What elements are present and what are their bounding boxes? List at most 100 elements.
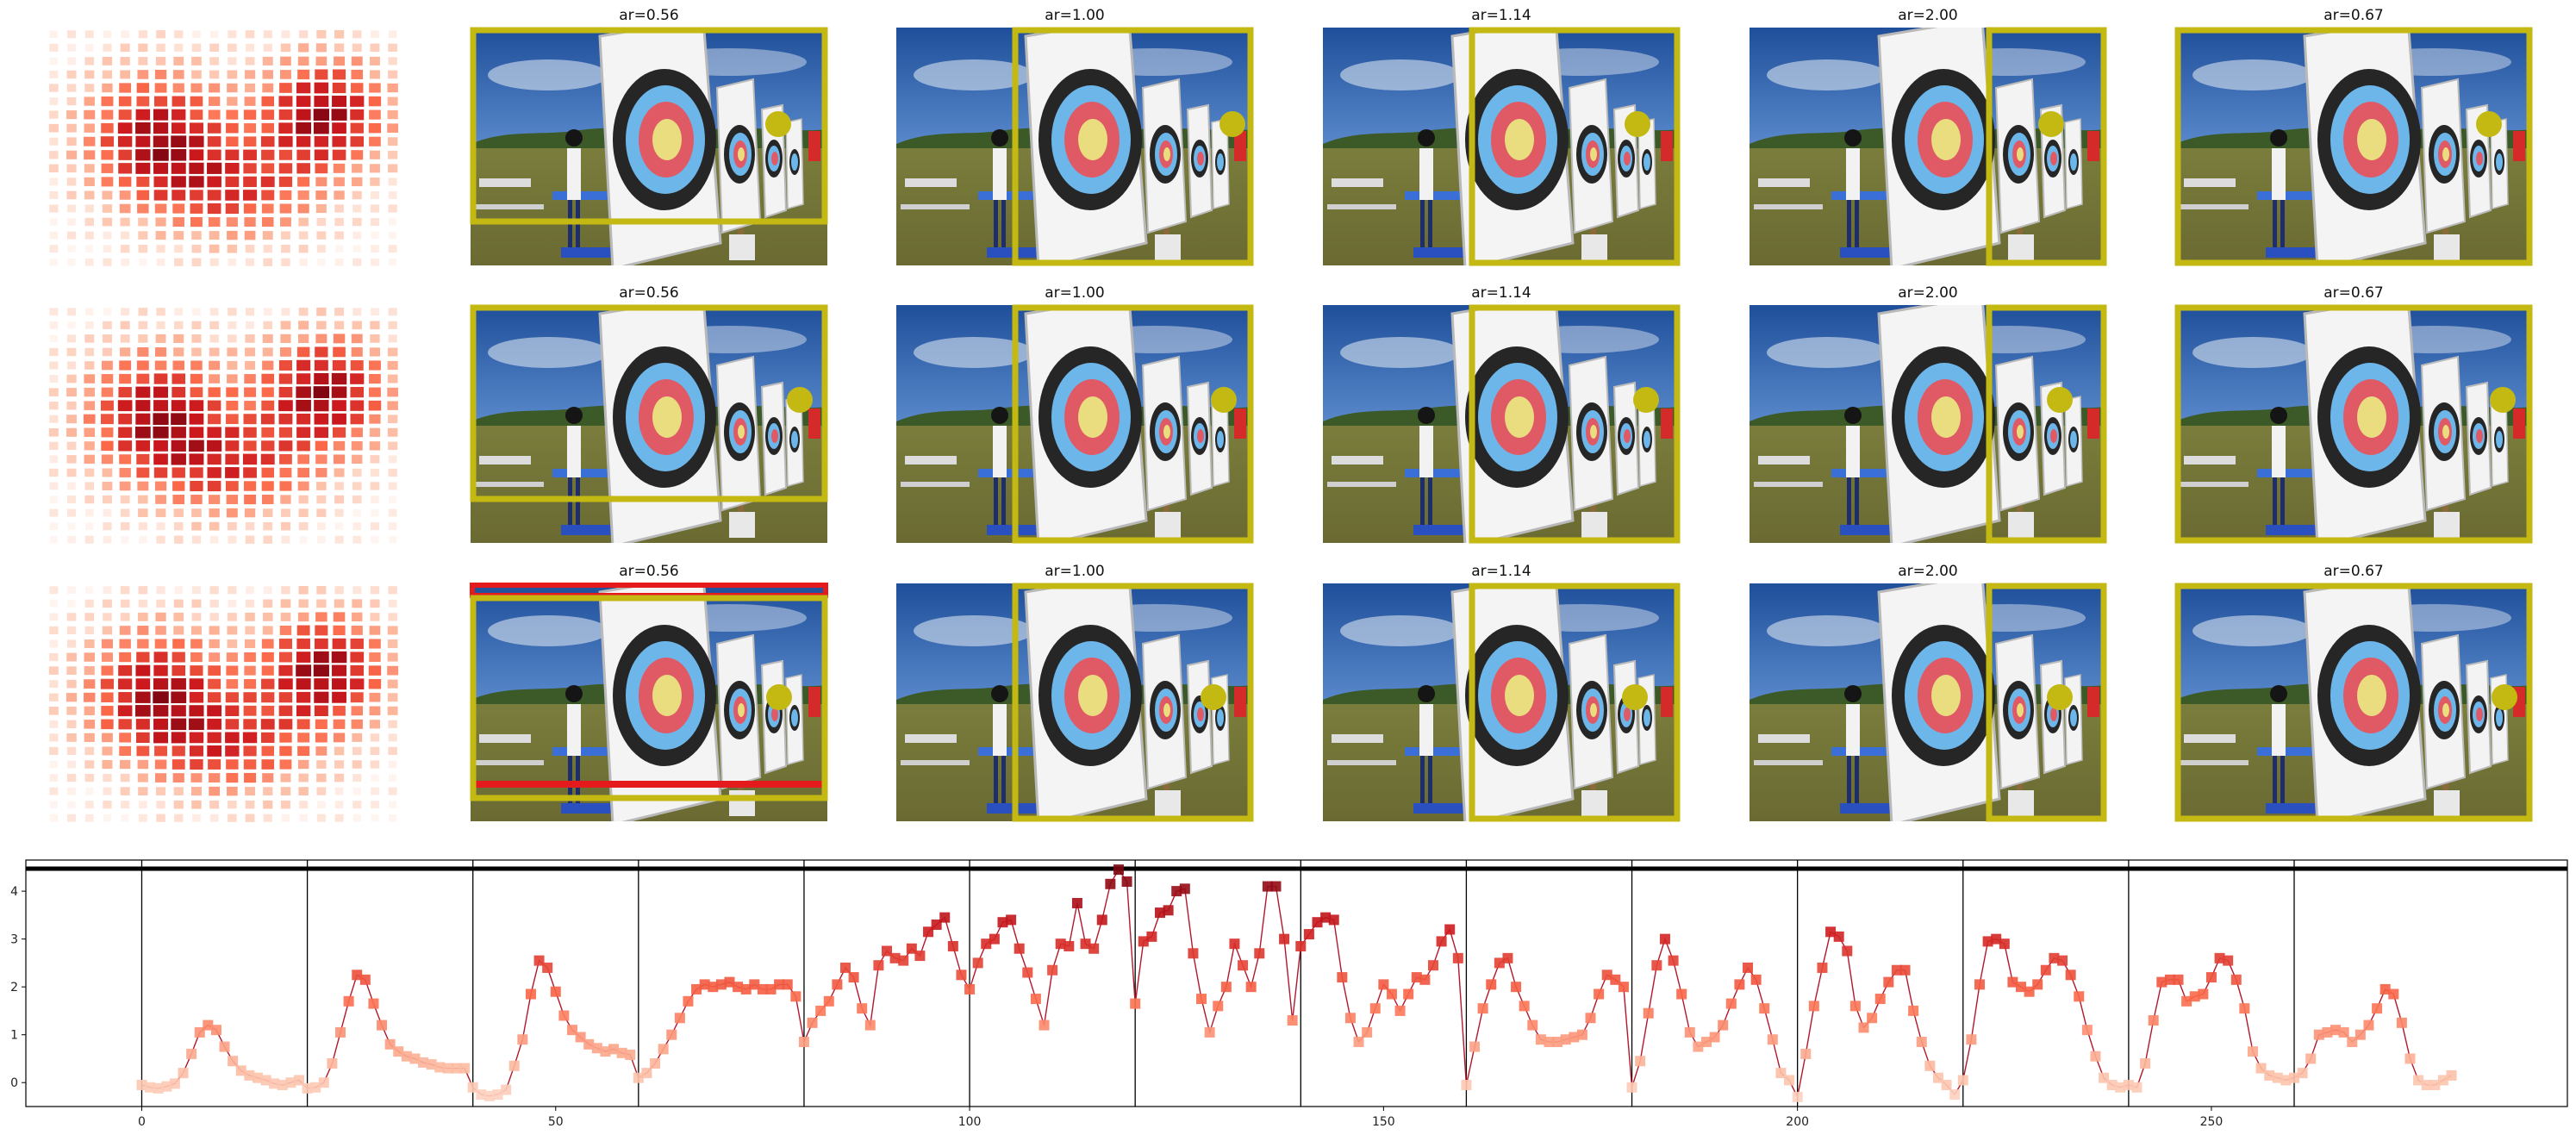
data-point xyxy=(1022,967,1033,978)
data-point xyxy=(625,1050,636,1061)
heatmap-cell xyxy=(280,612,291,621)
data-point xyxy=(848,972,859,983)
heatmap-cell xyxy=(84,123,95,133)
heatmap-cell xyxy=(260,176,275,188)
data-point xyxy=(1238,960,1249,971)
heatmap-cell xyxy=(172,386,186,398)
heatmap-cell xyxy=(333,733,346,743)
heatmap-cell xyxy=(84,231,94,240)
heatmap-cell xyxy=(135,386,151,398)
heatmap-cell xyxy=(66,455,77,464)
data-point xyxy=(2446,1069,2457,1081)
heatmap-cell xyxy=(84,361,95,370)
heatmap-cell xyxy=(172,70,184,79)
heatmap-cell xyxy=(172,190,186,201)
heatmap-cell xyxy=(388,482,397,490)
heatmap-cell xyxy=(138,321,148,329)
data-point xyxy=(923,926,934,938)
heatmap-cell xyxy=(84,97,95,106)
heatmap-cell xyxy=(225,162,240,174)
data-point xyxy=(1659,933,1670,945)
heatmap-cell xyxy=(137,759,149,770)
heatmap-cell xyxy=(263,308,272,316)
archery-photo xyxy=(1323,19,1680,269)
photo-panel: ar=1.14 xyxy=(1323,563,1680,825)
heatmap-cell xyxy=(262,612,273,621)
data-point xyxy=(2140,1058,2151,1069)
heatmap-cell xyxy=(153,373,168,384)
heatmap-cell xyxy=(333,440,346,451)
data-point xyxy=(2239,1003,2250,1014)
heatmap-cell xyxy=(156,245,165,253)
heatmap-cell xyxy=(389,218,397,226)
heatmap-cell xyxy=(207,440,222,452)
heatmap-cell xyxy=(332,82,346,94)
heatmap-cell xyxy=(228,258,237,266)
heatmap-cell xyxy=(388,733,397,742)
heatmap-cell xyxy=(171,413,187,426)
heatmap-cell xyxy=(136,745,150,757)
heatmap-cell xyxy=(173,800,184,809)
data-point xyxy=(1684,1026,1695,1038)
heatmap-cell xyxy=(101,150,114,160)
heatmap-cell xyxy=(278,639,292,649)
heatmap-cell xyxy=(190,480,203,492)
heatmap-cell xyxy=(154,360,167,371)
heatmap-cell xyxy=(226,508,238,518)
heatmap-cell xyxy=(227,360,238,371)
heatmap-cell xyxy=(278,440,293,452)
heatmap-cell xyxy=(84,613,95,621)
data-point xyxy=(2032,979,2043,990)
heatmap-cell xyxy=(279,203,292,214)
heatmap-cell xyxy=(154,203,167,214)
heatmap-cell xyxy=(317,535,326,544)
heatmap-cell xyxy=(103,43,112,52)
heatmap-cell xyxy=(331,372,347,385)
heatmap-cell xyxy=(67,586,76,595)
data-point xyxy=(774,979,785,990)
heatmap-cell xyxy=(171,176,186,188)
heatmap-cell xyxy=(48,388,59,396)
heatmap-cell xyxy=(299,535,308,544)
heatmap-cell xyxy=(370,613,380,621)
panel-title: ar=2.00 xyxy=(1898,563,1958,580)
heatmap-cell xyxy=(333,625,346,636)
data-point xyxy=(616,1047,627,1058)
heatmap-cell xyxy=(154,745,168,757)
heatmap-cell xyxy=(296,652,311,663)
heatmap-cell xyxy=(388,508,397,517)
heatmap-cell xyxy=(136,96,150,107)
heatmap-cell xyxy=(121,258,129,266)
heatmap-cell xyxy=(370,522,379,531)
data-point xyxy=(1353,1037,1364,1048)
heatmap-cell xyxy=(297,759,309,770)
data-point xyxy=(2289,1072,2300,1083)
heatmap-cell xyxy=(226,122,239,134)
data-point xyxy=(1229,938,1240,950)
heatmap-cell xyxy=(226,136,239,147)
data-point xyxy=(2264,1069,2275,1081)
heatmap-cell xyxy=(297,467,310,478)
heatmap-cell xyxy=(84,164,95,173)
crop-box xyxy=(2174,304,2533,544)
data-point xyxy=(1502,952,1513,963)
heatmap-cell xyxy=(332,678,347,690)
heatmap-cell xyxy=(351,626,363,635)
heatmap-cell xyxy=(118,664,133,676)
heatmap-cell xyxy=(49,97,59,105)
data-point xyxy=(1899,964,1911,976)
heatmap-cell xyxy=(280,321,291,330)
heatmap-cell xyxy=(388,586,397,595)
heatmap-cell xyxy=(153,386,169,398)
heatmap-cell xyxy=(313,109,329,122)
heatmap-cell xyxy=(171,440,186,452)
heatmap-cell xyxy=(84,427,96,438)
data-point xyxy=(1576,1029,1587,1040)
heatmap-cell xyxy=(278,652,292,663)
heatmap-cell xyxy=(156,586,165,595)
heatmap-cell xyxy=(334,190,345,200)
heatmap-cell xyxy=(225,467,240,478)
heatmap-cell xyxy=(84,652,95,662)
data-point xyxy=(1113,864,1124,876)
heatmap-cell xyxy=(135,413,151,425)
